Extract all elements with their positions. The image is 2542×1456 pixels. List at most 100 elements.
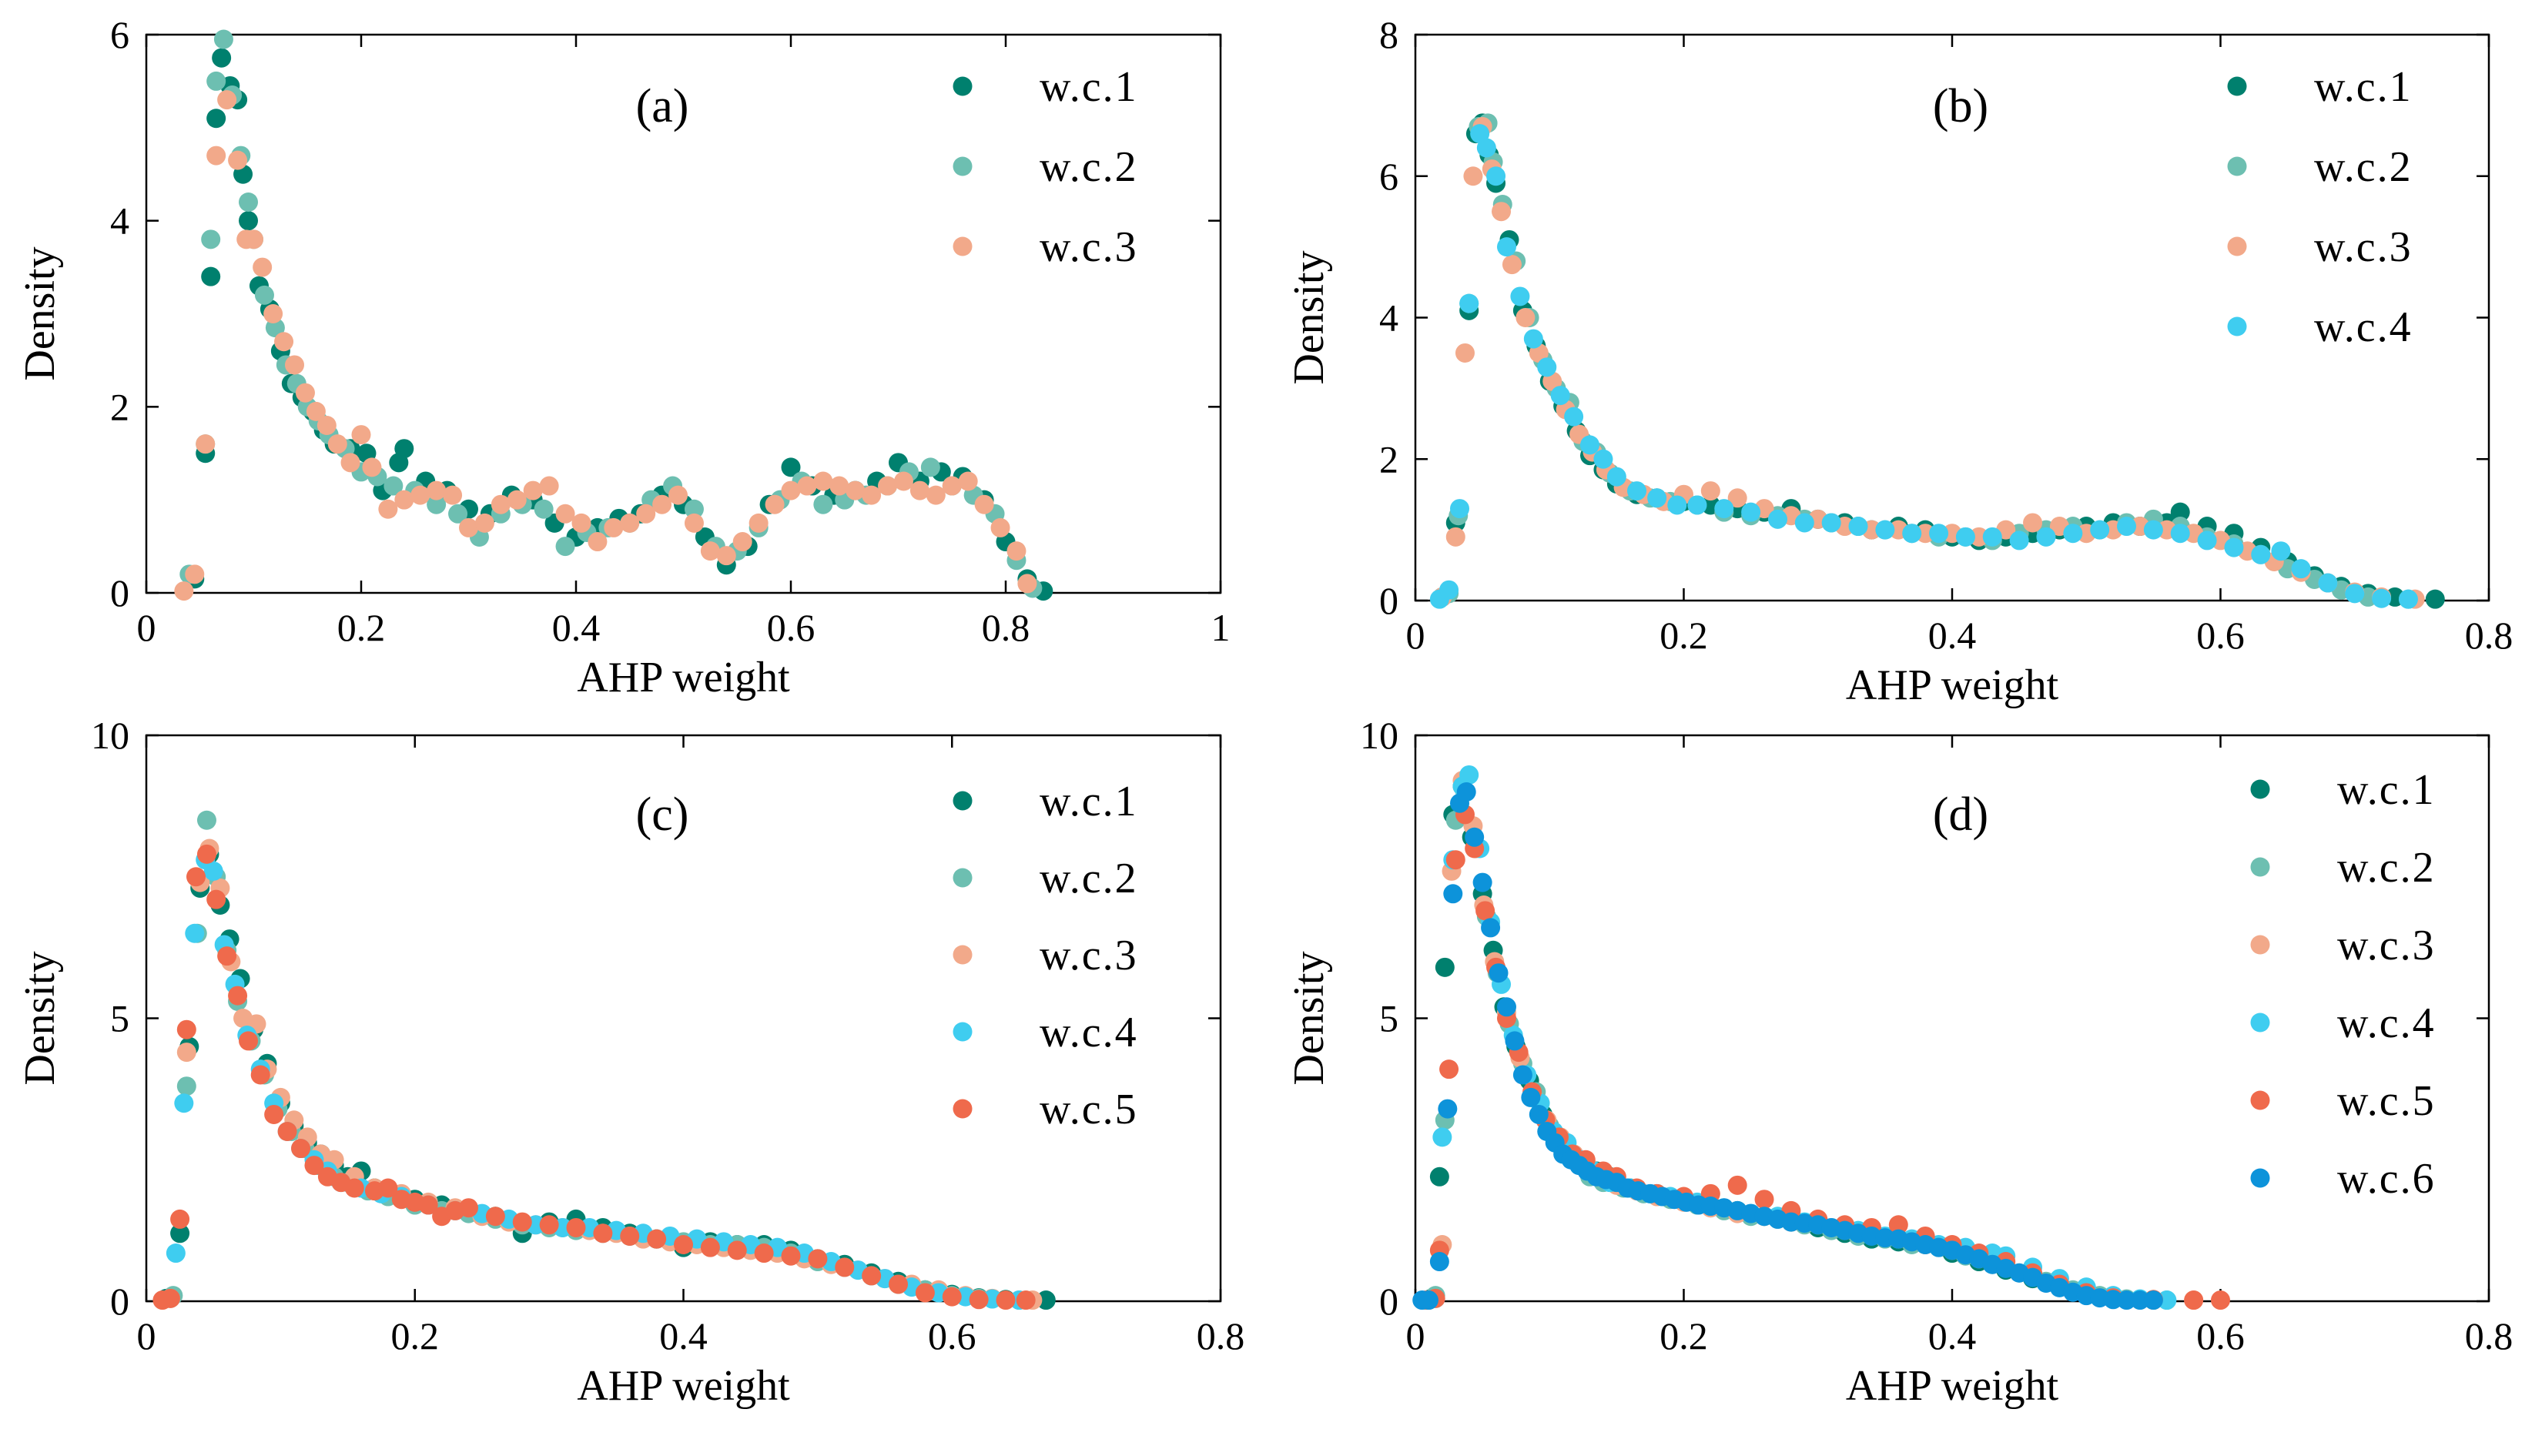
data-point	[254, 285, 274, 305]
data-point	[1550, 386, 1570, 406]
data-point	[2251, 544, 2271, 564]
data-point	[926, 485, 946, 505]
data-point	[228, 986, 248, 1006]
data-point	[244, 229, 263, 249]
data-point	[1456, 782, 1476, 802]
data-point	[1439, 1059, 1459, 1079]
legend-label: w.c.2	[2314, 143, 2413, 191]
data-point	[1486, 166, 1506, 186]
panel-label: (a)	[636, 80, 689, 132]
legend-label: w.c.3	[2314, 223, 2413, 271]
data-point	[2211, 1290, 2230, 1310]
legend-marker	[2250, 779, 2270, 799]
data-points	[1412, 765, 2230, 1310]
data-point	[1036, 1290, 1056, 1310]
data-point	[990, 517, 1010, 537]
data-point	[2291, 559, 2311, 579]
legend-label: w.c.5	[1040, 1086, 1138, 1133]
data-point	[1915, 524, 1935, 544]
data-point	[362, 457, 382, 477]
data-point	[1955, 527, 1975, 547]
legend-label: w.c.2	[1040, 143, 1138, 191]
legend-label: w.c.3	[2337, 922, 2436, 969]
data-point	[1476, 138, 1496, 158]
data-point	[942, 476, 962, 496]
legend-marker	[2227, 316, 2247, 336]
series-w-c-5	[152, 844, 1036, 1310]
legend-label: w.c.2	[1040, 855, 1138, 902]
data-point	[2271, 541, 2291, 561]
data-point	[534, 499, 554, 519]
y-axis-label: Density	[16, 951, 64, 1085]
y-tick-label: 0	[110, 571, 129, 614]
data-point	[754, 1243, 774, 1264]
x-tick-label: 0.4	[552, 606, 601, 649]
x-tick-label: 0.8	[982, 606, 1030, 649]
data-point	[206, 71, 226, 91]
data-point	[206, 109, 226, 129]
data-point	[684, 513, 704, 533]
data-point	[1521, 1087, 1541, 1107]
y-axis-label: Density	[1285, 951, 1333, 1085]
data-point	[213, 29, 233, 49]
legend-label: w.c.3	[1040, 223, 1138, 271]
legend: w.c.1 w.c.2 w.c.3 w.c.4 w.c.5 w.c.6	[2250, 766, 2436, 1203]
data-point	[1515, 308, 1536, 327]
data-point	[700, 1237, 720, 1257]
data-point	[1496, 997, 1516, 1017]
data-point	[228, 150, 248, 170]
data-point	[996, 1290, 1016, 1310]
legend-marker	[2250, 1013, 2270, 1033]
data-point	[418, 1195, 438, 1215]
data-point	[196, 844, 216, 864]
data-point	[203, 861, 223, 881]
data-point	[700, 541, 720, 561]
legend-marker	[953, 1099, 973, 1119]
data-point	[813, 471, 833, 491]
y-tick-label: 0	[1379, 1280, 1398, 1323]
data-point	[512, 1212, 532, 1232]
data-point	[2184, 1290, 2204, 1310]
data-point	[1472, 872, 1492, 892]
data-point	[1848, 517, 1868, 537]
data-point	[889, 1274, 908, 1294]
data-point	[1016, 1290, 1036, 1310]
data-point	[942, 1287, 962, 1307]
data-point	[176, 1043, 196, 1063]
data-point	[1647, 488, 1667, 508]
data-point	[1593, 449, 1613, 469]
data-point	[1459, 765, 1479, 785]
data-point	[765, 494, 785, 514]
data-point	[862, 485, 882, 505]
data-point	[170, 1223, 190, 1243]
x-tick-label: 0.4	[1928, 1314, 1977, 1357]
data-point	[1017, 574, 1037, 594]
data-point	[239, 1031, 259, 1051]
data-point	[410, 485, 430, 505]
data-point	[652, 494, 672, 514]
y-tick-label: 5	[110, 997, 129, 1040]
data-point	[636, 504, 656, 524]
legend-marker	[953, 868, 973, 888]
data-point	[668, 485, 688, 505]
data-point	[1902, 524, 1922, 544]
data-point	[427, 494, 447, 514]
data-point	[1465, 827, 1485, 847]
legend-marker	[953, 236, 973, 256]
data-point	[846, 480, 866, 500]
data-point	[427, 480, 447, 500]
data-point	[969, 1290, 989, 1310]
legend-label: w.c.3	[1040, 932, 1138, 979]
data-point	[2009, 531, 2029, 551]
data-point	[176, 1019, 196, 1039]
data-point	[647, 1229, 667, 1249]
data-point	[1687, 495, 1707, 515]
data-point	[566, 1217, 586, 1237]
data-point	[394, 439, 414, 459]
y-tick-label: 10	[91, 714, 129, 757]
legend-marker	[953, 156, 973, 176]
series-w-c-2	[179, 29, 1043, 598]
data-point	[1418, 1290, 1438, 1310]
data-point	[1727, 1175, 1747, 1195]
